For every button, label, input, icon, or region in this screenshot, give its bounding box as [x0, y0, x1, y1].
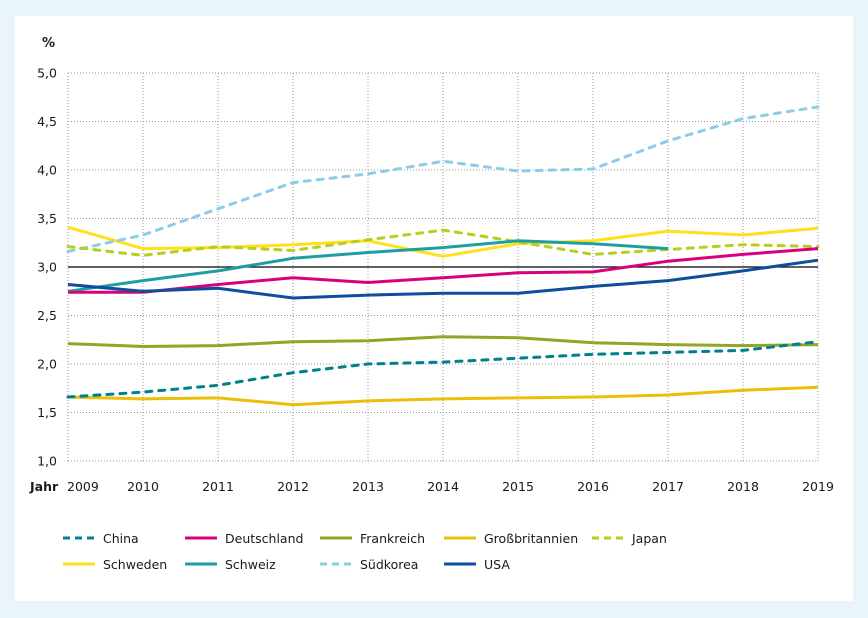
x-tick-label: 2018 — [727, 479, 759, 494]
series-line-schweiz — [67, 239, 669, 293]
x-tick-label: 2019 — [802, 479, 834, 494]
legend-item: Schweden — [63, 557, 167, 572]
y-tick-label: 3,5 — [37, 211, 57, 226]
y-tick-label: 3,0 — [37, 260, 57, 275]
y-tick-label: 1,0 — [37, 454, 57, 469]
series-line-suedkorea — [66, 105, 820, 253]
legend-item: Frankreich — [320, 531, 425, 546]
x-tick-label: 2011 — [202, 479, 234, 494]
y-axis-ticks: 1,0 1,5 2,0 2,5 3,0 3,5 4,0 4,5 5,0 — [37, 66, 57, 469]
legend-item: Japan — [592, 531, 667, 546]
x-axis-ticks: 2009 2010 2011 2012 2013 2014 2015 2016 2017 2018… — [67, 479, 834, 494]
legend-item: Südkorea — [320, 557, 418, 572]
x-tick-label: 2015 — [502, 479, 534, 494]
legend-label: Schweden — [103, 557, 167, 572]
legend-label: China — [103, 531, 139, 546]
x-tick-label: 2010 — [127, 479, 159, 494]
legend-label: USA — [484, 557, 510, 572]
series-line-frankreich — [67, 335, 819, 348]
x-tick-label: 2014 — [427, 479, 459, 494]
y-axis-unit-label: % — [42, 36, 55, 51]
x-tick-label: 2013 — [352, 479, 384, 494]
chart-panel — [15, 16, 853, 601]
legend: China Deutschland Frankreich Großbritannien… — [63, 531, 667, 572]
series-line-china — [66, 340, 820, 399]
legend-item: Schweiz — [185, 557, 276, 572]
legend-label: Japan — [631, 531, 667, 546]
x-tick-label: 2016 — [577, 479, 609, 494]
y-tick-label: 4,5 — [37, 114, 57, 129]
y-tick-label: 1,5 — [37, 405, 57, 420]
legend-label: Großbritannien — [484, 531, 578, 546]
series-line-deutschland — [68, 247, 819, 294]
legend-label: Schweiz — [225, 557, 276, 572]
y-tick-label: 4,0 — [37, 163, 57, 178]
legend-label: Deutschland — [225, 531, 303, 546]
y-tick-label: 2,0 — [37, 357, 57, 372]
series-line-schweden — [67, 225, 819, 258]
legend-label: Frankreich — [360, 531, 425, 546]
y-tick-label: 2,5 — [37, 308, 57, 323]
series-lines — [66, 105, 820, 407]
x-tick-label: 2017 — [652, 479, 684, 494]
grid — [67, 72, 819, 462]
legend-item: China — [63, 531, 139, 546]
x-tick-label: 2009 — [67, 479, 99, 494]
x-axis-title: Jahr — [29, 479, 59, 494]
legend-item: Großbritannien — [444, 531, 578, 546]
series-line-grossbritannien — [67, 385, 819, 407]
y-tick-label: 5,0 — [37, 66, 57, 81]
series-line-japan — [66, 228, 820, 257]
legend-label: Südkorea — [360, 557, 418, 572]
x-tick-label: 2012 — [277, 479, 309, 494]
legend-item: Deutschland — [185, 531, 303, 546]
legend-item: USA — [444, 557, 510, 572]
series-line-usa — [67, 258, 819, 300]
